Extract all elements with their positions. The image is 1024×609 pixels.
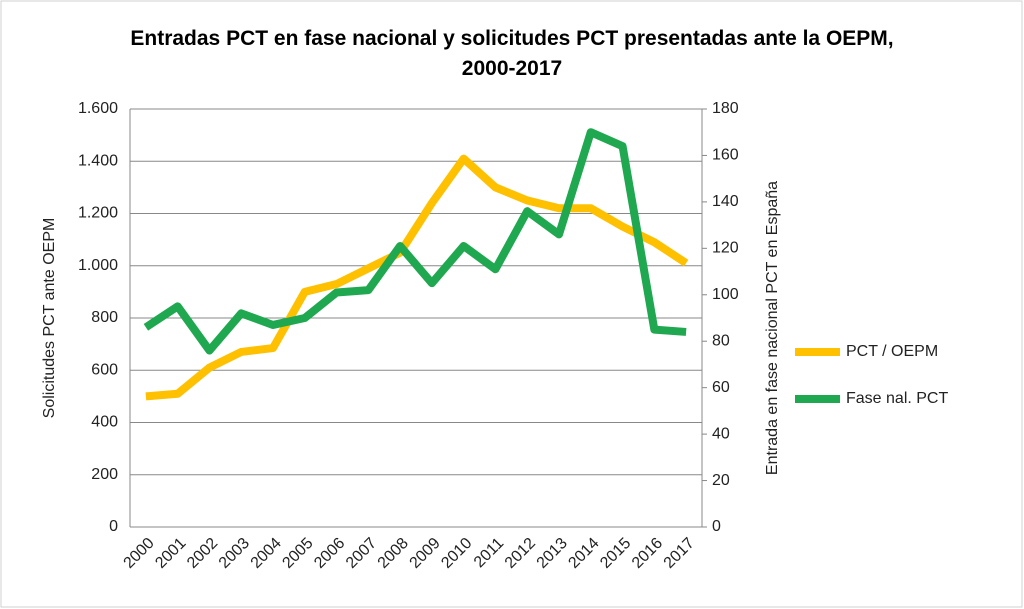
x-tick-label: 2009 bbox=[407, 535, 444, 572]
x-tick-label: 2013 bbox=[534, 535, 571, 572]
y2-tick-label: 0 bbox=[712, 518, 721, 535]
x-tick-label: 2005 bbox=[279, 535, 316, 572]
x-tick-label: 2001 bbox=[152, 535, 189, 572]
y2-tick-label: 180 bbox=[712, 100, 739, 117]
y2-tick-label: 60 bbox=[712, 379, 730, 396]
y-tick-label: 800 bbox=[91, 309, 118, 326]
y-tick-label: 600 bbox=[91, 361, 118, 378]
x-tick-label: 2000 bbox=[121, 535, 158, 572]
y-tick-label: 1.000 bbox=[78, 257, 118, 274]
x-tick-label: 2011 bbox=[471, 535, 507, 571]
x-tick-label: 2016 bbox=[629, 535, 666, 572]
x-tick-label: 2010 bbox=[438, 535, 475, 572]
y-tick-label: 0 bbox=[109, 518, 118, 535]
y-tick-label: 1.200 bbox=[78, 205, 118, 222]
legend-label: Fase nal. PCT bbox=[846, 390, 948, 407]
y2-tick-label: 80 bbox=[712, 332, 730, 349]
x-tick-label: 2008 bbox=[375, 535, 412, 572]
y-tick-label: 1.400 bbox=[78, 152, 118, 169]
x-tick-label: 2015 bbox=[597, 535, 634, 572]
legend-label: PCT / OEPM bbox=[846, 343, 938, 360]
y2-tick-label: 20 bbox=[712, 472, 730, 489]
y2-tick-label: 120 bbox=[712, 240, 739, 257]
line-series bbox=[145, 154, 689, 401]
x-tick-label: 2004 bbox=[248, 535, 285, 572]
y-tick-label: 200 bbox=[91, 466, 118, 483]
y2-tick-label: 40 bbox=[712, 425, 730, 442]
x-tick-label: 2017 bbox=[661, 535, 698, 572]
x-tick-label: 2012 bbox=[502, 535, 539, 572]
y-axis-label: Solicitudes PCT ante OEPM bbox=[41, 218, 58, 419]
x-tick-label: 2003 bbox=[216, 535, 253, 572]
y-tick-label: 1.600 bbox=[78, 100, 118, 117]
y2-tick-label: 140 bbox=[712, 193, 739, 210]
x-tick-label: 2007 bbox=[343, 535, 380, 572]
x-tick-label: 2006 bbox=[311, 535, 348, 572]
y-tick-label: 400 bbox=[91, 414, 118, 431]
y2-axis-label: Entrada en fase nacional PCT en España bbox=[764, 181, 781, 475]
line-series bbox=[143, 128, 687, 355]
x-tick-label: 2014 bbox=[565, 535, 602, 572]
y2-tick-label: 160 bbox=[712, 147, 739, 164]
x-tick-label: 2002 bbox=[184, 535, 221, 572]
chart-title: Entradas PCT en fase nacional y solicitu… bbox=[130, 27, 894, 80]
y2-tick-label: 100 bbox=[712, 286, 739, 303]
